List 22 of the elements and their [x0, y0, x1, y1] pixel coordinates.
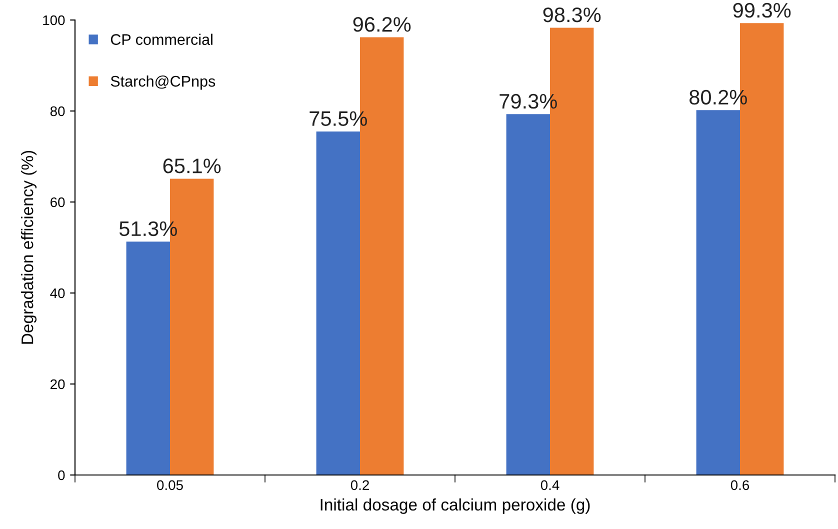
x-tick-label: 0.4 [540, 480, 560, 490]
y-axis-title: Degradation efficiency (%) [21, 150, 37, 344]
data-label: 65.1% [163, 158, 221, 174]
bar [126, 242, 170, 475]
data-label: 96.2% [353, 17, 411, 32]
legend-label: CP commercial [110, 34, 212, 45]
bar [316, 131, 360, 475]
y-tick-label: 40 [50, 288, 65, 298]
y-tick-label: 0 [58, 470, 65, 480]
legend-label: Starch@CPnps [110, 75, 216, 90]
x-axis-title: Initial dosage of calcium peroxide (g) [320, 498, 590, 514]
y-tick-label: 20 [50, 379, 65, 390]
x-tick-label: 0.6 [730, 480, 750, 490]
y-tick-label: 80 [50, 106, 65, 116]
data-label: 98.3% [543, 7, 601, 22]
data-label: 99.3% [733, 2, 791, 18]
y-tick-label: 100 [43, 15, 65, 26]
y-tick-label: 60 [50, 197, 65, 208]
bar [506, 114, 550, 475]
x-tick-label: 0.2 [350, 480, 369, 490]
bar [696, 110, 740, 475]
x-tick-label: 0.05 [157, 480, 183, 490]
